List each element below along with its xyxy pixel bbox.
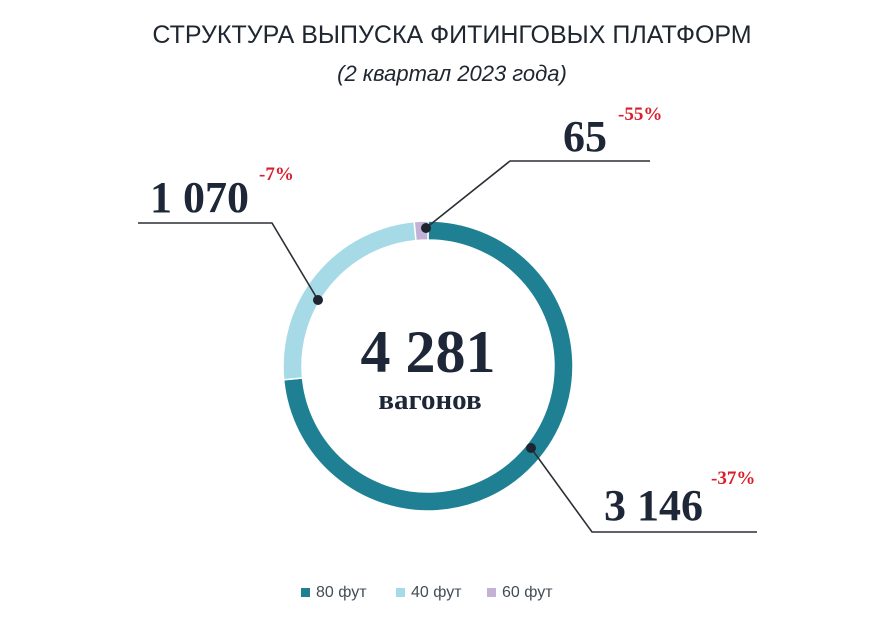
legend-label-60ft: 60 фут bbox=[502, 584, 553, 601]
legend-swatch-60ft bbox=[487, 588, 496, 597]
center-unit: вагонов bbox=[378, 384, 481, 416]
leader-dot-40ft bbox=[313, 295, 323, 305]
change-label-60ft: -55% bbox=[618, 104, 662, 125]
leader-line-80ft bbox=[530, 447, 757, 533]
leader-line-40ft bbox=[138, 222, 319, 301]
change-label-80ft: -37% bbox=[711, 468, 755, 489]
leader-line-60ft bbox=[425, 160, 650, 229]
legend-label-40ft: 40 фут bbox=[411, 584, 462, 601]
legend: 80 фут 40 фут 60 фут bbox=[301, 584, 553, 601]
legend-swatch-40ft bbox=[396, 588, 405, 597]
legend-label-80ft: 80 фут bbox=[316, 584, 367, 601]
change-label-40ft: -7% bbox=[259, 164, 294, 185]
chart-title: СТРУКТУРА ВЫПУСКА ФИТИНГОВЫХ ПЛАТФОРМ bbox=[152, 21, 751, 49]
leader-dot-60ft bbox=[421, 223, 431, 233]
donut-chart bbox=[282, 220, 574, 512]
chart-subtitle: (2 квартал 2023 года) bbox=[337, 61, 567, 86]
leader-dot-80ft bbox=[526, 443, 536, 453]
value-label-60ft: 65 bbox=[563, 112, 607, 161]
value-label-80ft: 3 146 bbox=[604, 481, 703, 530]
leader-lines bbox=[138, 160, 757, 533]
value-label-40ft: 1 070 bbox=[150, 173, 249, 222]
center-total: 4 281 bbox=[361, 319, 496, 385]
legend-swatch-80ft bbox=[301, 588, 310, 597]
